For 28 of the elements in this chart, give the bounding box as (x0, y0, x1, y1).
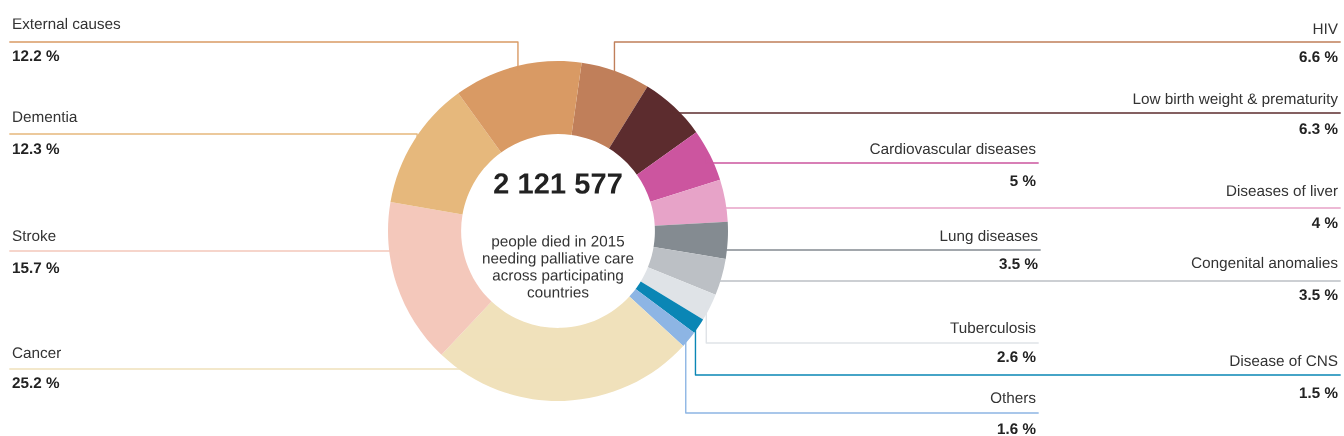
data-label: 12.2 % (12, 50, 60, 62)
data-label: 1.6 % (997, 423, 1036, 435)
slice-label: Diseases of liver (1227, 184, 1338, 197)
data-label: 15.7 % (12, 262, 60, 274)
slice-label: Lung diseases (940, 229, 1038, 245)
data-label: 5 % (1010, 175, 1036, 187)
slice-label: Congenital anomalies (1191, 256, 1338, 272)
text: people died in 2015 needing palliative care across participating countries (483, 235, 634, 298)
slice-label: Stroke (12, 229, 56, 242)
slice-label: Cancer (12, 347, 61, 359)
data-label: 3.5 % (999, 258, 1038, 270)
data-label: 12.3 % (12, 143, 60, 155)
data-label: 2.6 % (997, 351, 1036, 363)
slice-label: External causes (13, 17, 121, 30)
slice-label: Cardiovascular diseases (870, 142, 1036, 155)
data-label: 1.5 % (1299, 387, 1338, 399)
slice-label: Disease of CNS (1230, 354, 1338, 367)
data-label: 6.3 % (1299, 123, 1338, 135)
slice-label: Dementia (13, 110, 78, 123)
slice-label: Others (990, 391, 1036, 404)
data-label: 3.5 % (1299, 289, 1338, 301)
data-label: 4 % (1311, 217, 1338, 229)
slice-label: HIV (1313, 23, 1338, 34)
slice-label: Tuberculosis (950, 321, 1036, 334)
data-label: 25.2 % (12, 377, 60, 389)
data-label: 6.6 % (1299, 51, 1338, 63)
text: 2 121 577 (494, 173, 622, 194)
slice-label: Low birth weight & prematurity (1133, 92, 1338, 108)
